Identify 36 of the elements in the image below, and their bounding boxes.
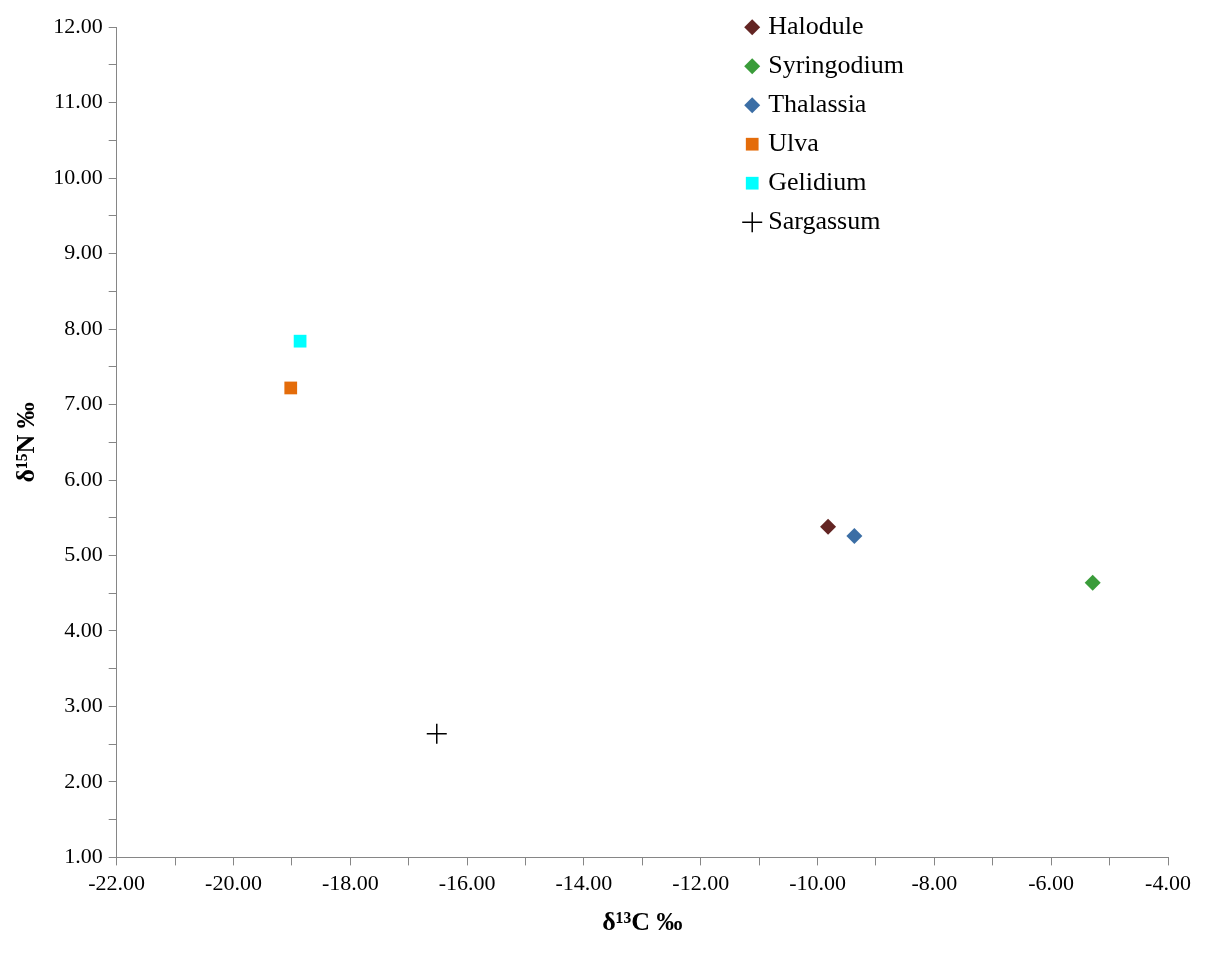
y-tick-label: 6.00 xyxy=(64,465,103,491)
x-tick-label: -20.00 xyxy=(205,870,262,896)
legend-label: Gelidium xyxy=(768,167,867,197)
point xyxy=(1084,574,1101,591)
y-tick-label: 5.00 xyxy=(64,541,103,567)
point xyxy=(293,334,307,348)
legend-label: Halodule xyxy=(768,11,864,41)
y-tick-label: 4.00 xyxy=(64,616,103,642)
y-tick-label: 3.00 xyxy=(64,692,103,718)
legend-label: Ulva xyxy=(768,128,820,158)
y-tick-label: 7.00 xyxy=(64,390,103,416)
point xyxy=(820,518,837,535)
y-tick-label: 11.00 xyxy=(54,88,103,114)
x-tick-label: -12.00 xyxy=(672,870,730,896)
y-axis-title: δ¹⁵N ‰ xyxy=(11,402,41,483)
x-tick-label: -18.00 xyxy=(321,870,379,896)
y-tick-label: 12.00 xyxy=(53,12,103,38)
legend-label: Syringodium xyxy=(768,50,905,80)
x-tick-label: -8.00 xyxy=(911,870,958,896)
x-tick-label: -10.00 xyxy=(789,870,846,896)
x-tick-label: -6.00 xyxy=(1028,870,1075,896)
point xyxy=(284,381,298,395)
x-tick-label: -16.00 xyxy=(438,870,496,896)
point xyxy=(846,527,863,544)
x-tick-label: -4.00 xyxy=(1145,870,1191,896)
x-axis-title: δ¹³C ‰ xyxy=(602,907,683,937)
legend-label: Thalassia xyxy=(768,89,867,119)
y-tick-label: 9.00 xyxy=(64,239,103,265)
y-tick-label: 2.00 xyxy=(64,767,103,793)
y-tick-label: 8.00 xyxy=(64,314,103,340)
x-tick-label: -14.00 xyxy=(555,870,613,896)
point xyxy=(426,722,448,745)
legend-label: Sargassum xyxy=(768,206,881,236)
y-tick-label: 10.00 xyxy=(53,163,103,189)
y-tick-label: 1.00 xyxy=(64,843,103,869)
x-tick-label: -22.00 xyxy=(88,870,146,896)
